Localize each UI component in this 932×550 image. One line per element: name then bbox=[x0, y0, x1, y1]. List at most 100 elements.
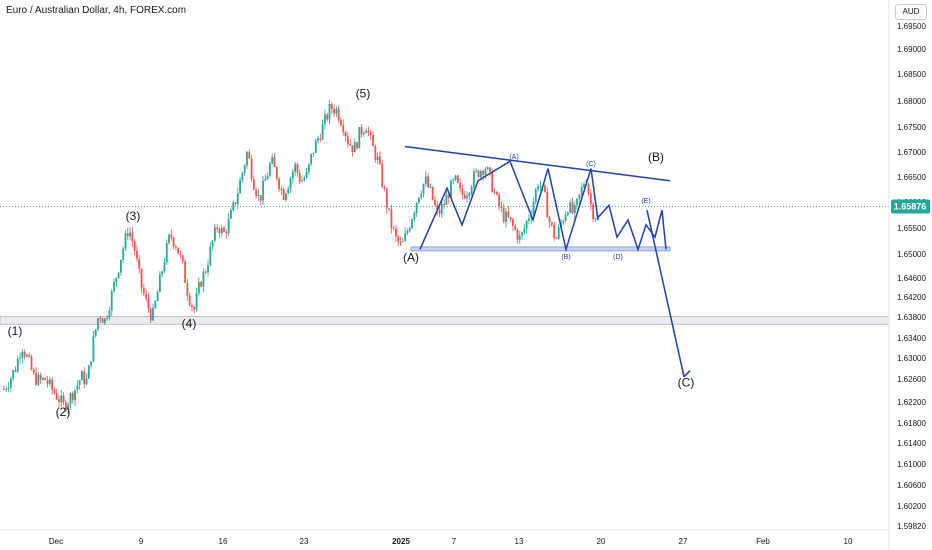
candle-body bbox=[181, 255, 184, 262]
current-price-tag bbox=[891, 199, 930, 214]
time-tick-label: 2025 bbox=[392, 537, 410, 546]
candle-body bbox=[500, 206, 503, 209]
candle-body bbox=[53, 389, 56, 394]
triangle-upper-line bbox=[404, 145, 671, 182]
candle-body bbox=[383, 186, 386, 189]
candle-body bbox=[287, 188, 290, 194]
candle-body bbox=[502, 208, 505, 222]
candle-body bbox=[415, 202, 418, 213]
candle-body bbox=[516, 229, 519, 240]
candle-body bbox=[507, 211, 510, 218]
candle-body bbox=[149, 308, 152, 321]
candle-body bbox=[156, 291, 159, 302]
candle-body bbox=[103, 318, 106, 323]
candle-body bbox=[303, 178, 306, 181]
candle-body bbox=[489, 167, 491, 172]
candle-body bbox=[459, 182, 462, 188]
candle-body bbox=[466, 196, 468, 199]
price-axis: 1.69500 1.69000 1.68500 1.68000 1.67500 1.670… bbox=[897, 22, 926, 531]
candle-body bbox=[589, 193, 592, 205]
candle-body bbox=[301, 180, 303, 182]
candle-body bbox=[305, 171, 308, 179]
candle-body bbox=[35, 372, 37, 385]
candle-body bbox=[257, 195, 260, 197]
wave-label: (1) bbox=[8, 324, 23, 338]
candle-body bbox=[436, 204, 439, 211]
candle-body bbox=[271, 157, 274, 164]
time-tick-label: 10 bbox=[844, 537, 853, 546]
candle-body bbox=[220, 227, 223, 234]
candle-body bbox=[546, 192, 549, 218]
candle-body bbox=[298, 172, 301, 182]
candle-body bbox=[81, 371, 83, 381]
candle-body bbox=[138, 258, 141, 269]
price-tick-label: 1.59820 bbox=[897, 522, 926, 531]
candle-body bbox=[78, 380, 81, 386]
candle-body bbox=[234, 202, 237, 205]
price-tick-label: 1.65000 bbox=[897, 250, 926, 259]
candle-body bbox=[280, 188, 283, 190]
candle-body bbox=[188, 295, 191, 306]
candle-body bbox=[429, 186, 432, 188]
time-tick-label: 13 bbox=[515, 537, 524, 546]
candle-body bbox=[197, 281, 200, 294]
candle-body bbox=[369, 132, 372, 135]
candle-body bbox=[335, 108, 338, 114]
candle-body bbox=[340, 120, 342, 126]
price-tick-label: 1.61000 bbox=[897, 460, 926, 469]
wave-label: (2) bbox=[56, 405, 71, 419]
drawings bbox=[404, 145, 691, 378]
candle-body bbox=[32, 369, 35, 373]
candle-body bbox=[3, 388, 5, 390]
candle-body bbox=[514, 225, 517, 230]
candle-body bbox=[479, 170, 482, 178]
candle-body bbox=[266, 175, 269, 180]
candle-body bbox=[37, 374, 40, 385]
candle-body bbox=[163, 262, 166, 272]
arrow-head-left bbox=[681, 367, 685, 377]
candle-body bbox=[406, 231, 409, 233]
candle-body bbox=[223, 227, 225, 233]
chart-title: Euro / Australian Dollar, 4h, FOREX.com bbox=[6, 5, 187, 16]
candle-body bbox=[337, 108, 340, 121]
candle-body bbox=[333, 109, 335, 114]
candle-body bbox=[225, 232, 228, 234]
candle-body bbox=[324, 114, 326, 124]
candle-body bbox=[48, 379, 51, 384]
candle-body bbox=[548, 217, 551, 223]
candle-body bbox=[211, 240, 214, 247]
candle-body bbox=[431, 186, 434, 200]
candle-body bbox=[587, 184, 590, 194]
candle-body bbox=[60, 395, 63, 403]
time-tick-label: 20 bbox=[597, 537, 606, 546]
candle-body bbox=[9, 378, 12, 388]
candle-body bbox=[321, 123, 324, 140]
candle-body bbox=[573, 205, 576, 214]
candle-body bbox=[557, 227, 560, 239]
price-tick-label: 1.69500 bbox=[897, 22, 926, 31]
candle-body bbox=[567, 212, 569, 215]
projection-triangle bbox=[597, 203, 667, 252]
candle-body bbox=[468, 193, 471, 197]
candle-body bbox=[142, 287, 145, 294]
candle-body bbox=[518, 235, 521, 240]
candle-body bbox=[397, 236, 400, 242]
candle-body bbox=[158, 274, 161, 292]
candle-body bbox=[578, 194, 581, 199]
candle-body bbox=[473, 171, 475, 187]
triangle-wave-label: (B) bbox=[561, 254, 570, 261]
candle-body bbox=[413, 212, 416, 220]
currency-button[interactable]: AUD bbox=[895, 4, 927, 20]
candle-body bbox=[262, 180, 264, 201]
candle-body bbox=[282, 189, 285, 200]
candle-body bbox=[195, 293, 198, 310]
candle-body bbox=[438, 210, 441, 214]
projection-drop-line bbox=[646, 210, 685, 377]
candle-body bbox=[213, 227, 216, 241]
candle-body bbox=[122, 248, 125, 260]
candle-body bbox=[97, 318, 99, 330]
candle-body bbox=[289, 178, 292, 189]
candle-body bbox=[381, 163, 384, 187]
candle-body bbox=[342, 125, 345, 133]
